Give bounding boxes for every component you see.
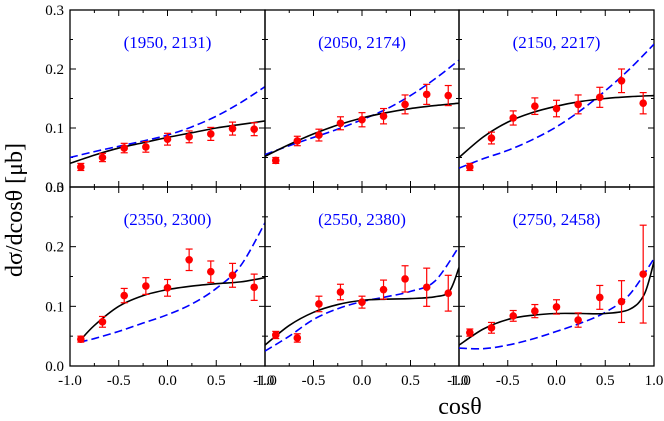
data-point — [422, 90, 431, 99]
solid-fit-curve — [459, 261, 654, 346]
data-point — [336, 119, 345, 128]
data-point — [466, 328, 474, 337]
data-point — [271, 156, 280, 165]
data-point — [250, 283, 258, 292]
data-point — [120, 144, 129, 152]
data-point — [466, 163, 474, 171]
panel-label: (2350, 2300) — [124, 210, 212, 229]
data-point — [379, 285, 388, 294]
x-tick-label: 0.0 — [158, 373, 177, 389]
data-point — [595, 293, 604, 302]
data-point — [617, 297, 626, 306]
data-point — [228, 124, 237, 133]
data-point — [163, 135, 172, 144]
data-point — [639, 270, 647, 278]
panel-label: (2750, 2458) — [513, 210, 601, 229]
x-tick-label: 0.5 — [207, 373, 226, 389]
panel-label: (2550, 2380) — [318, 210, 406, 229]
x-tick-label: 1.0 — [450, 373, 469, 389]
data-point — [206, 267, 215, 276]
y-tick-label: 0.1 — [45, 299, 64, 315]
data-point — [379, 112, 388, 120]
data-point — [639, 99, 647, 108]
x-tick-label: 0.5 — [596, 373, 615, 389]
x-tick-label: -1.0 — [447, 373, 471, 389]
y-tick-label: 0.2 — [45, 62, 64, 78]
x-tick-label: -0.5 — [496, 373, 520, 389]
panel-grid: 0.0 0.1 0.2 0.3 (1950, 2131) (2050, 2174) (215… — [45, 3, 663, 389]
x-axis-title: cosθ — [438, 394, 482, 420]
data-point — [422, 283, 431, 292]
y-tick-label: 0.1 — [45, 121, 64, 137]
x-tick-label: 1.0 — [645, 373, 664, 389]
data-point — [250, 125, 258, 133]
data-point — [358, 298, 366, 306]
x-tick-label: 1.0 — [256, 373, 275, 389]
data-point — [185, 255, 193, 264]
data-point — [509, 114, 518, 122]
y-tick-label: 0.3 — [45, 3, 64, 19]
data-point — [185, 133, 193, 141]
y-tick-label: 0.2 — [45, 240, 64, 256]
data-point — [595, 93, 604, 102]
panel-5: -1.0 -0.5 0.0 0.5 1.0 (2550, 2380) — [253, 186, 469, 389]
data-point — [552, 303, 561, 311]
y-tick-label: 0.0 — [45, 180, 64, 196]
x-tick-label: -0.5 — [107, 373, 131, 389]
data-point — [509, 312, 518, 320]
data-point — [206, 130, 215, 138]
data-point — [142, 282, 150, 290]
data-point — [293, 137, 302, 145]
x-tick-label: -1.0 — [253, 373, 277, 389]
data-point — [487, 134, 496, 142]
y-axis-title: dσ/dcosθ [μb] — [2, 143, 28, 277]
panel-6: -1.0 -0.5 0.0 0.5 1.0 (2750, 2458) — [447, 186, 664, 389]
panel-label: (1950, 2131) — [124, 33, 212, 52]
data-point — [401, 100, 409, 109]
x-tick-label: 0.5 — [401, 373, 420, 389]
data-point — [98, 153, 107, 162]
data-point — [336, 288, 345, 296]
data-point — [487, 324, 496, 332]
solid-fit-curve — [79, 276, 265, 342]
data-point — [358, 115, 366, 124]
data-point — [77, 335, 85, 343]
data-point — [142, 143, 150, 151]
panel-label: (2050, 2174) — [318, 33, 406, 52]
data-point — [120, 291, 129, 300]
data-point — [531, 102, 539, 110]
panel-4: 0.0 0.1 0.2 0.3 -1.0 -0.5 0.0 0.5 1.0 (2350, 2300… — [45, 180, 274, 389]
data-point — [617, 77, 626, 85]
axis-labels: cosθ dσ/dcosθ [μb] — [2, 143, 482, 420]
data-point — [98, 318, 107, 326]
x-tick-label: -1.0 — [58, 373, 82, 389]
y-tick-label: 0.0 — [45, 359, 64, 375]
data-point — [401, 275, 409, 283]
x-tick-label: 0.0 — [353, 373, 372, 389]
panel-2: (2050, 2174) — [264, 9, 460, 188]
x-tick-label: 0.0 — [547, 373, 566, 389]
data-point — [444, 91, 453, 100]
data-point — [293, 334, 302, 342]
data-point — [228, 271, 237, 280]
y-tick-label: 0.3 — [45, 180, 64, 196]
data-point — [163, 284, 172, 292]
data-point — [574, 100, 582, 109]
panel-label: (2150, 2217) — [513, 33, 601, 52]
data-point — [552, 104, 561, 113]
panel-1: 0.0 0.1 0.2 0.3 (1950, 2131) — [45, 3, 266, 196]
data-point — [315, 300, 323, 308]
solid-fit-curve — [265, 267, 459, 346]
data-point — [271, 331, 280, 339]
data-point — [574, 316, 582, 324]
data-point — [531, 307, 539, 315]
panel-3: (2150, 2217) — [458, 9, 655, 188]
data-point — [315, 131, 323, 139]
data-point — [444, 289, 453, 298]
x-tick-label: -0.5 — [302, 373, 326, 389]
data-point — [77, 163, 85, 171]
solid-fit-curve — [265, 102, 459, 158]
